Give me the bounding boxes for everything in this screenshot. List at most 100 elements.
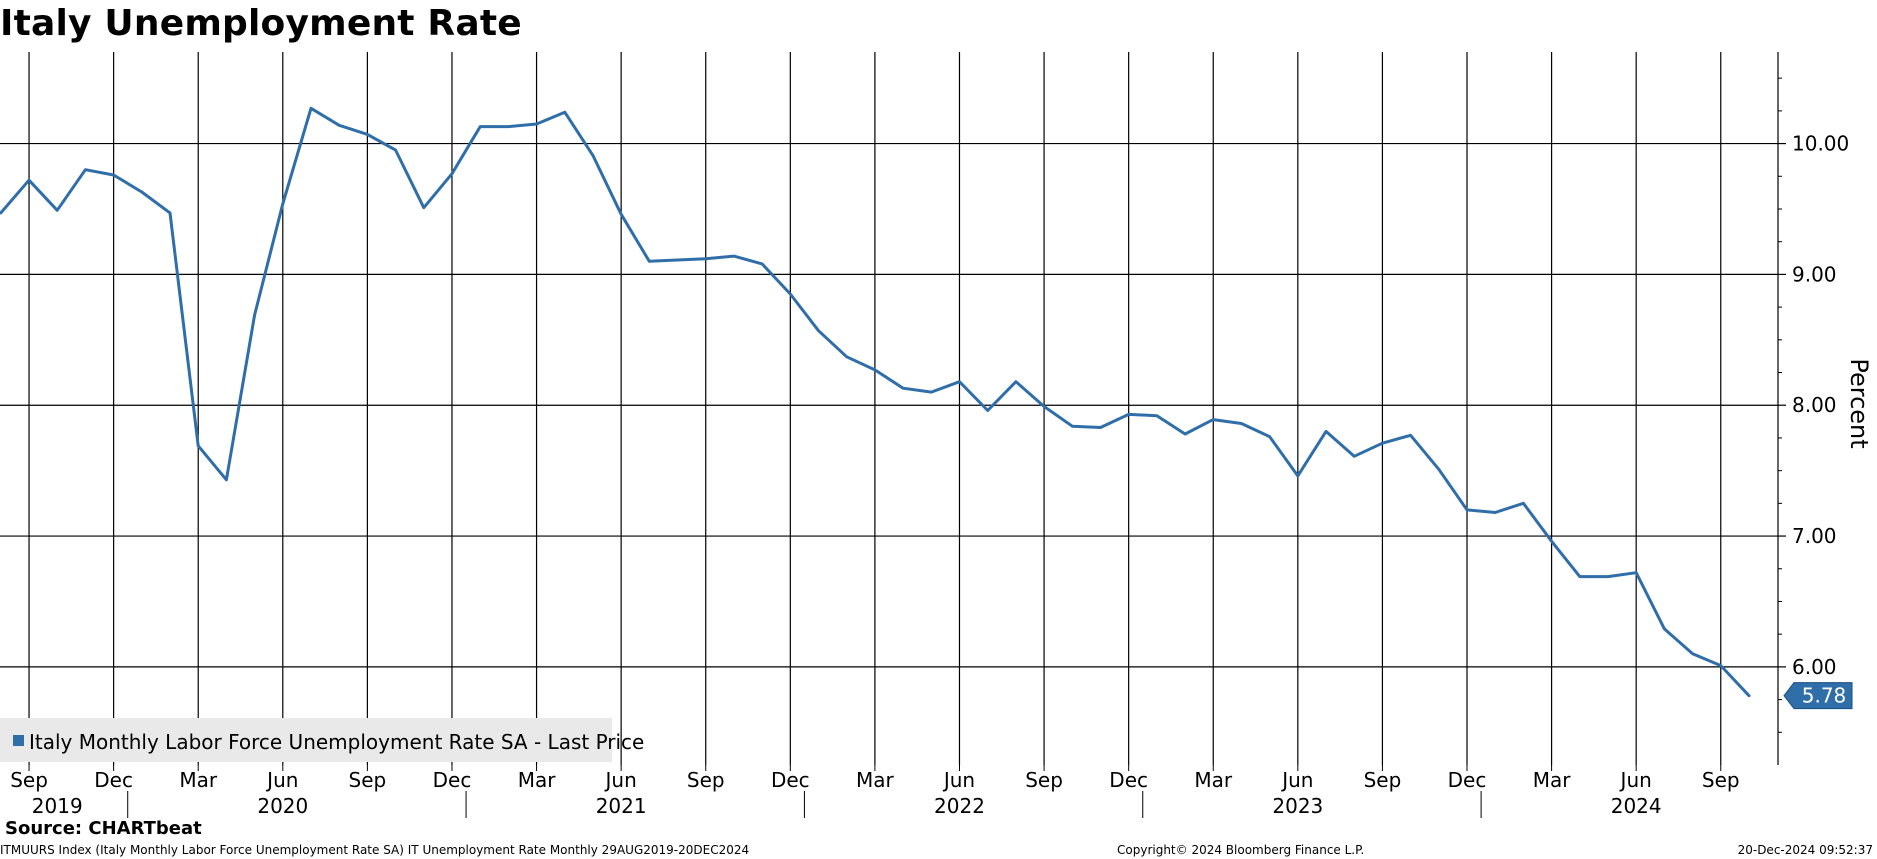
x-year-label: 2023 (1272, 794, 1323, 818)
last-value-label: 5.78 (1802, 684, 1847, 708)
data-point (140, 191, 143, 194)
data-point (1071, 425, 1074, 428)
data-point (225, 478, 228, 481)
data-point (1437, 468, 1440, 471)
x-month-label: Jun (1619, 768, 1652, 792)
footer-series-info: ITMUURS Index (Italy Monthly Labor Force… (0, 843, 750, 857)
x-month-label: Jun (604, 768, 637, 792)
data-point (28, 179, 31, 182)
data-point (1155, 414, 1158, 417)
x-month-label: Dec (1109, 768, 1148, 792)
data-point (761, 262, 764, 265)
data-point (451, 172, 454, 175)
data-point (930, 391, 933, 394)
x-month-label: Sep (687, 768, 725, 792)
data-point (620, 213, 623, 216)
chart-title: Italy Unemployment Rate (0, 3, 522, 44)
y-tick-label: 10.00 (1792, 132, 1849, 156)
x-month-label: Mar (1533, 768, 1572, 792)
x-year-label: 2019 (32, 794, 83, 818)
data-point (112, 174, 115, 177)
data-point (535, 123, 538, 126)
legend: Italy Monthly Labor Force Unemployment R… (0, 718, 644, 762)
data-point (1325, 430, 1328, 433)
data-point (1550, 540, 1553, 543)
x-month-label: Jun (942, 768, 975, 792)
data-point (563, 111, 566, 114)
data-point (1578, 575, 1581, 578)
data-point (902, 387, 905, 390)
x-month-label: Mar (1194, 768, 1233, 792)
x-month-label: Jun (1280, 768, 1313, 792)
data-point (1522, 502, 1525, 505)
x-year-label: 2020 (257, 794, 308, 818)
data-point (1748, 694, 1751, 697)
y-axis: 6.00 7.00 8.00 9.00 10.00 Percent (1777, 52, 1873, 765)
data-point (197, 444, 200, 447)
data-point (873, 368, 876, 371)
footer-copyright: Copyright© 2024 Bloomberg Finance L.P. (1117, 843, 1365, 857)
data-point (591, 154, 594, 157)
x-year-label: 2022 (934, 794, 985, 818)
data-point (310, 107, 313, 110)
data-point (1719, 664, 1722, 667)
series-line (0, 106, 1751, 698)
data-point (1663, 627, 1666, 630)
x-month-label: Dec (94, 768, 133, 792)
data-point (169, 211, 172, 214)
data-point (704, 257, 707, 260)
x-month-label: Dec (771, 768, 810, 792)
x-month-label: Mar (518, 768, 557, 792)
data-point (366, 133, 369, 136)
data-point (1494, 511, 1497, 514)
data-point (1240, 422, 1243, 425)
data-point (817, 329, 820, 332)
data-point (1607, 575, 1610, 578)
data-point (1268, 435, 1271, 438)
y-axis-title: Percent (1845, 358, 1873, 448)
data-point (986, 409, 989, 412)
data-point (845, 355, 848, 358)
data-point (1409, 434, 1412, 437)
data-point (1635, 571, 1638, 574)
x-month-label: Dec (433, 768, 472, 792)
data-point (1127, 413, 1130, 416)
y-tick-label: 9.00 (1792, 262, 1837, 286)
x-month-label: Mar (856, 768, 895, 792)
x-year-label: 2024 (1611, 794, 1662, 818)
data-point (281, 202, 284, 205)
data-point (338, 124, 341, 127)
legend-box (0, 718, 612, 762)
legend-swatch (13, 735, 24, 746)
data-point (1353, 455, 1356, 458)
x-year-label: 2021 (596, 794, 647, 818)
y-tick-label: 8.00 (1792, 393, 1837, 417)
x-month-label: Jun (265, 768, 298, 792)
data-point (507, 125, 510, 128)
x-month-label: Sep (1364, 768, 1402, 792)
x-month-label: Sep (10, 768, 48, 792)
x-month-label: Sep (1025, 768, 1063, 792)
data-point (422, 206, 425, 209)
data-point (789, 293, 792, 296)
y-tick-label: 7.00 (1792, 524, 1837, 548)
grid (0, 52, 1778, 765)
data-point (1381, 442, 1384, 445)
data-point (479, 125, 482, 128)
data-point (1043, 405, 1046, 408)
data-point (676, 259, 679, 262)
y-tick-label: 6.00 (1792, 655, 1837, 679)
legend-label: Italy Monthly Labor Force Unemployment R… (29, 730, 644, 754)
data-point (253, 314, 256, 317)
data-point (1212, 418, 1215, 421)
data-point (1099, 426, 1102, 429)
data-point (394, 149, 397, 152)
x-month-label: Mar (179, 768, 218, 792)
footer-timestamp: 20-Dec-2024 09:52:37 (1737, 843, 1873, 857)
x-month-label: Dec (1448, 768, 1487, 792)
data-point (1296, 474, 1299, 477)
x-axis: Sep Dec Mar Jun Sep Dec Mar Jun Sep Dec Mar Jun Sep D… (10, 765, 1740, 818)
data-point (1691, 652, 1694, 655)
last-value-box (1783, 682, 1853, 710)
